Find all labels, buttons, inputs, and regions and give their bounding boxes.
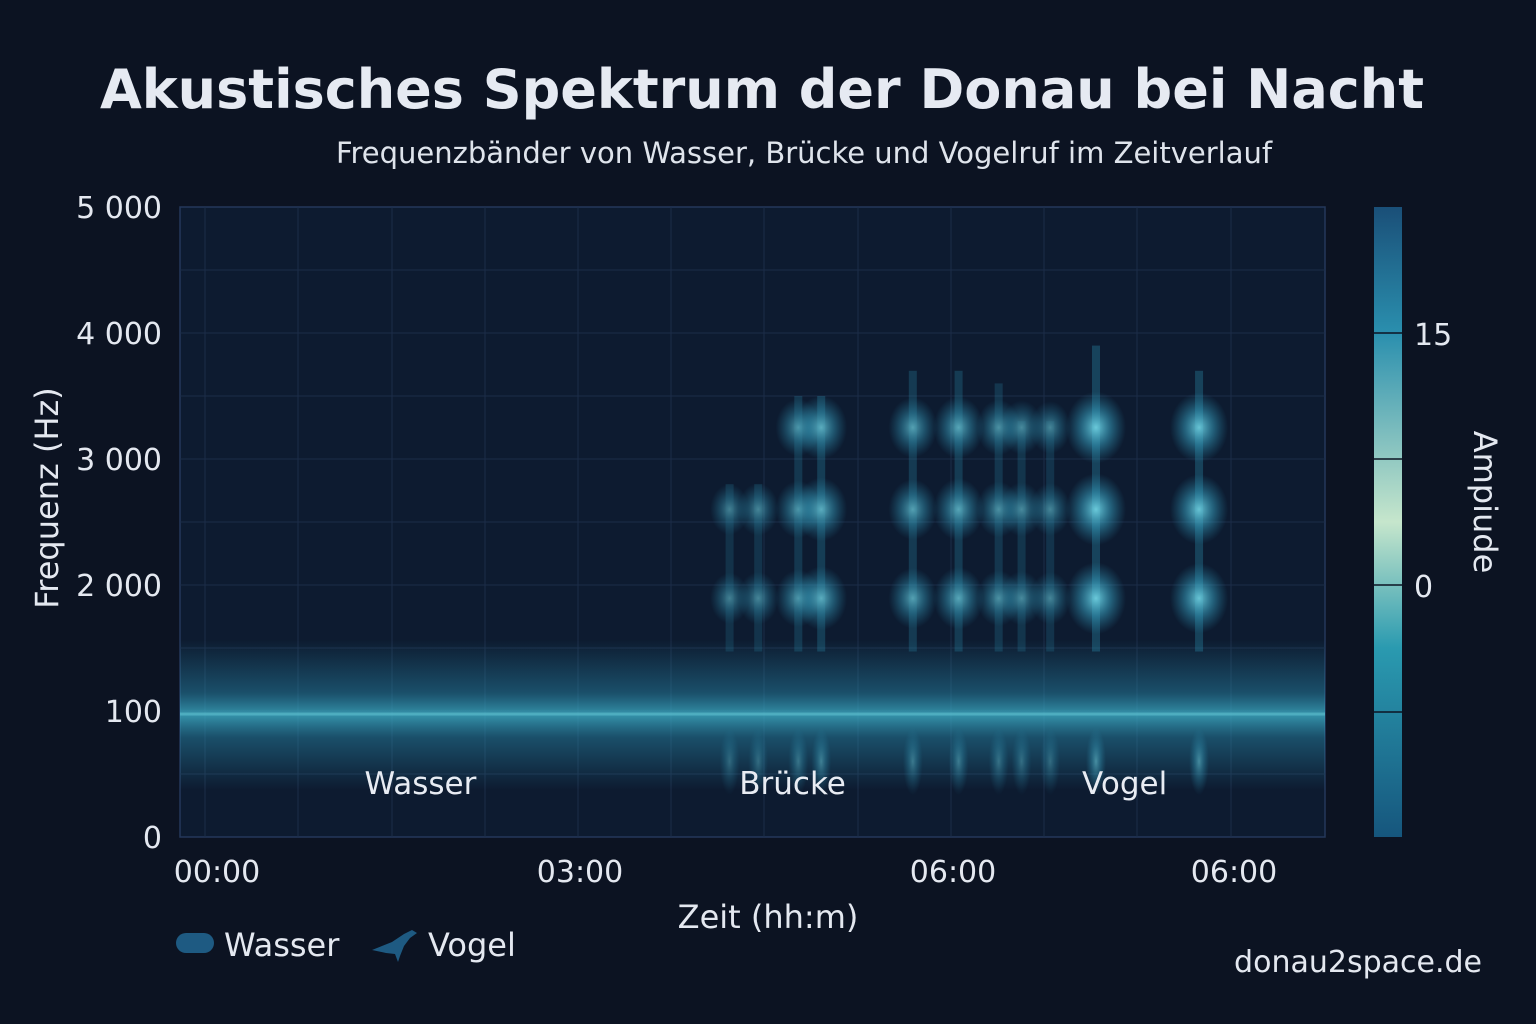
event-blob — [710, 572, 750, 624]
event-column — [1029, 401, 1071, 796]
event-band-blob — [988, 727, 1009, 796]
y-tick-label: 100 — [105, 695, 162, 730]
chart-title: Akustisches Spektrum der Donau bei Nacht — [100, 58, 1424, 121]
event-blob — [933, 396, 984, 459]
colorbar-tick-label: 15 — [1414, 318, 1452, 353]
event-blob — [1169, 392, 1229, 463]
legend: Wasser Vogel — [176, 926, 516, 964]
event-blob — [1169, 563, 1229, 634]
annotations: Wasser Brücke Vogel — [365, 766, 1168, 802]
y-tick-label: 2 000 — [76, 569, 162, 604]
event-band-blob — [719, 727, 740, 796]
y-tick-label: 4 000 — [76, 317, 162, 352]
source-label: donau2space.de — [1234, 945, 1482, 980]
event-streak — [725, 484, 734, 652]
event-blob — [710, 483, 750, 535]
event-blob — [888, 397, 938, 458]
event-blob — [888, 567, 938, 629]
event-column — [933, 370, 984, 796]
annotation-label: Wasser — [365, 766, 477, 802]
event-band-blob — [788, 727, 809, 796]
event-blob — [1066, 391, 1126, 464]
event-blob — [888, 479, 938, 540]
water-legend-icon — [176, 933, 214, 953]
event-band-blob — [1086, 727, 1106, 796]
bird-icon — [372, 930, 417, 962]
y-axis-label: Frequenz (Hz) — [28, 387, 66, 609]
event-band-blob — [1011, 727, 1032, 796]
event-band-blob — [1040, 727, 1061, 796]
event-band-blob — [902, 727, 923, 796]
event-blob — [795, 566, 848, 631]
event-column — [1000, 400, 1043, 796]
event-blob — [795, 395, 848, 460]
event-column — [737, 483, 779, 796]
event-column — [795, 395, 848, 796]
event-blob — [1000, 571, 1043, 626]
event-blob — [1066, 473, 1126, 546]
event-streak — [754, 484, 763, 652]
event-band-blob — [948, 727, 969, 796]
y-tick-label: 3 000 — [76, 443, 162, 478]
event-column — [1169, 370, 1229, 796]
event-blob — [1066, 562, 1126, 635]
colorbar-tick-marks — [1374, 332, 1402, 713]
event-blob — [1029, 401, 1071, 454]
event-blob — [737, 483, 779, 536]
annotation-label: Vogel — [1082, 766, 1167, 802]
x-tick-label: 06:00 — [910, 855, 996, 890]
legend-label-bird: Vogel — [428, 926, 516, 964]
event-blob — [1029, 483, 1071, 536]
y-tick-label: 0 — [143, 821, 162, 856]
event-blob — [1169, 474, 1229, 545]
event-column — [1066, 345, 1126, 796]
x-tick-label: 00:00 — [174, 855, 260, 890]
event-streak — [1046, 421, 1055, 652]
x-tick-label: 03:00 — [537, 855, 623, 890]
event-blob — [1029, 571, 1071, 625]
event-blob — [1000, 482, 1043, 537]
x-tick-label: 06:00 — [1191, 855, 1277, 890]
event-column — [888, 370, 938, 796]
event-band-blob — [1189, 727, 1210, 796]
event-blob — [933, 567, 984, 630]
annotation-label: Brücke — [739, 766, 846, 802]
event-band-blob — [748, 727, 769, 796]
y-tick-label: 5 000 — [76, 191, 162, 226]
event-blob — [1000, 400, 1043, 455]
x-axis-label: Zeit (hh:m) — [678, 898, 859, 936]
colorbar-tick-label: 0 — [1414, 570, 1433, 605]
event-band-blob — [811, 727, 832, 796]
legend-label-water: Wasser — [224, 926, 340, 964]
event-blob — [737, 571, 779, 625]
events — [710, 345, 1229, 796]
chart-subtitle: Frequenzbänder von Wasser, Brücke und Vo… — [336, 136, 1273, 170]
event-blob — [933, 478, 984, 541]
y-axis-ticks: 0 100 2 000 3 000 4 000 5 000 — [76, 191, 162, 856]
event-blob — [795, 477, 848, 542]
event-column — [710, 483, 750, 796]
x-axis-ticks: 00:00 03:00 06:00 06:00 — [174, 855, 1277, 890]
colorbar-label: Ampiude — [1466, 431, 1504, 574]
colorbar — [1374, 207, 1402, 837]
